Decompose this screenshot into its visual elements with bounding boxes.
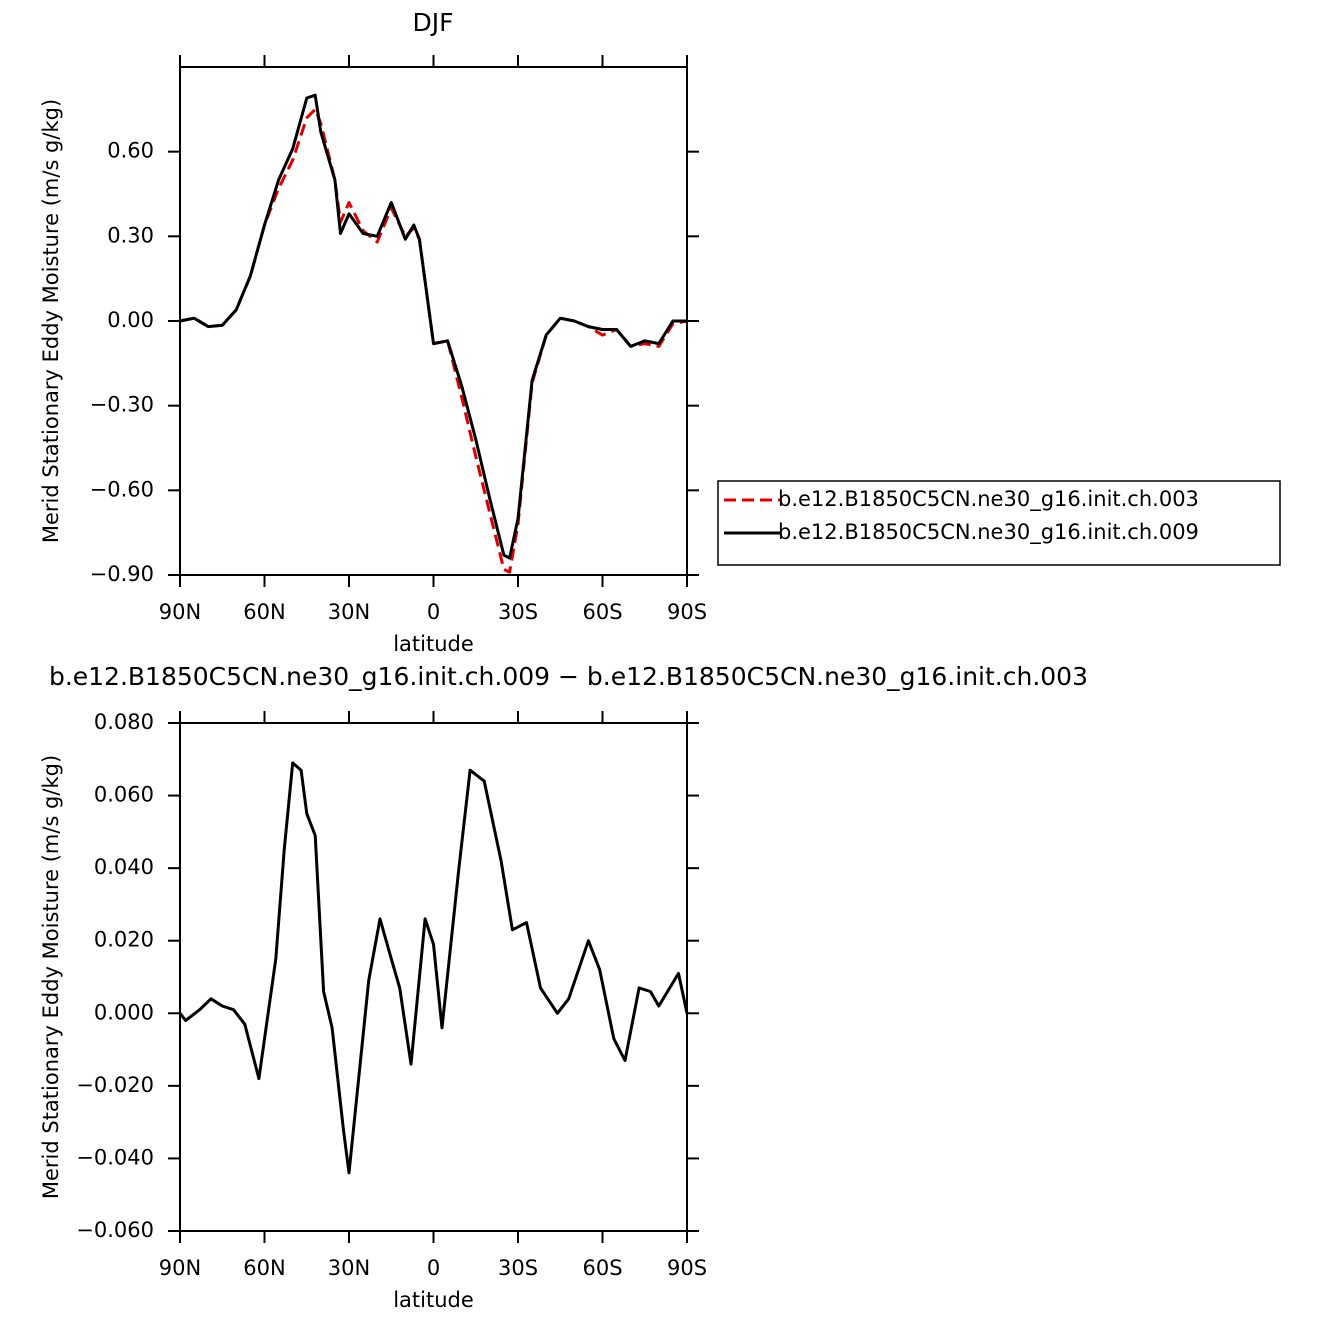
y-tick-label: 0.00 bbox=[107, 308, 154, 332]
y-tick-label: 0.30 bbox=[107, 223, 154, 247]
x-tick-label: 30N bbox=[328, 600, 370, 624]
y-tick-label: 0.040 bbox=[94, 855, 154, 879]
y-tick-label: −0.60 bbox=[90, 477, 154, 501]
y-tick-label: −0.30 bbox=[90, 393, 154, 417]
x-tick-label: 0 bbox=[427, 600, 440, 624]
legend-label: b.e12.B1850C5CN.ne30_g16.init.ch.009 bbox=[778, 520, 1199, 545]
plot-frame bbox=[179, 722, 688, 1232]
x-tick-label: 90N bbox=[159, 1256, 201, 1280]
y-tick-label: −0.020 bbox=[76, 1073, 154, 1097]
y-tick-label: 0.080 bbox=[94, 710, 154, 734]
y-axis-label: Merid Stationary Eddy Moisture (m/s g/kg… bbox=[39, 755, 63, 1199]
x-axis-label: latitude bbox=[393, 1288, 474, 1312]
x-tick-label: 30N bbox=[328, 1256, 370, 1280]
y-tick-label: −0.060 bbox=[76, 1218, 154, 1242]
y-tick-label: 0.000 bbox=[94, 1000, 154, 1024]
y-tick-label: −0.90 bbox=[90, 562, 154, 586]
data-line bbox=[178, 761, 689, 1175]
y-tick-label: 0.060 bbox=[94, 783, 154, 807]
legend-box bbox=[717, 480, 1281, 566]
plot-frame bbox=[179, 66, 688, 576]
chart-title: DJF bbox=[412, 8, 453, 37]
x-tick-label: 30S bbox=[498, 600, 538, 624]
y-axis-label: Merid Stationary Eddy Moisture (m/s g/kg… bbox=[39, 99, 63, 543]
x-tick-label: 60S bbox=[582, 600, 622, 624]
y-tick-label: 0.020 bbox=[94, 928, 154, 952]
x-tick-label: 90S bbox=[667, 600, 707, 624]
data-line bbox=[179, 93, 687, 560]
x-tick-label: 90S bbox=[667, 1256, 707, 1280]
x-tick-label: 0 bbox=[427, 1256, 440, 1280]
x-axis-label: latitude bbox=[393, 632, 474, 656]
x-tick-label: 30S bbox=[498, 1256, 538, 1280]
x-tick-label: 60S bbox=[582, 1256, 622, 1280]
x-tick-label: 90N bbox=[159, 600, 201, 624]
x-tick-label: 60N bbox=[243, 1256, 285, 1280]
chart-title: b.e12.B1850C5CN.ne30_g16.init.ch.009 − b… bbox=[49, 662, 1088, 691]
x-tick-label: 60N bbox=[243, 600, 285, 624]
legend-label: b.e12.B1850C5CN.ne30_g16.init.ch.003 bbox=[778, 487, 1199, 512]
y-tick-label: 0.60 bbox=[107, 139, 154, 163]
y-tick-label: −0.040 bbox=[76, 1145, 154, 1169]
